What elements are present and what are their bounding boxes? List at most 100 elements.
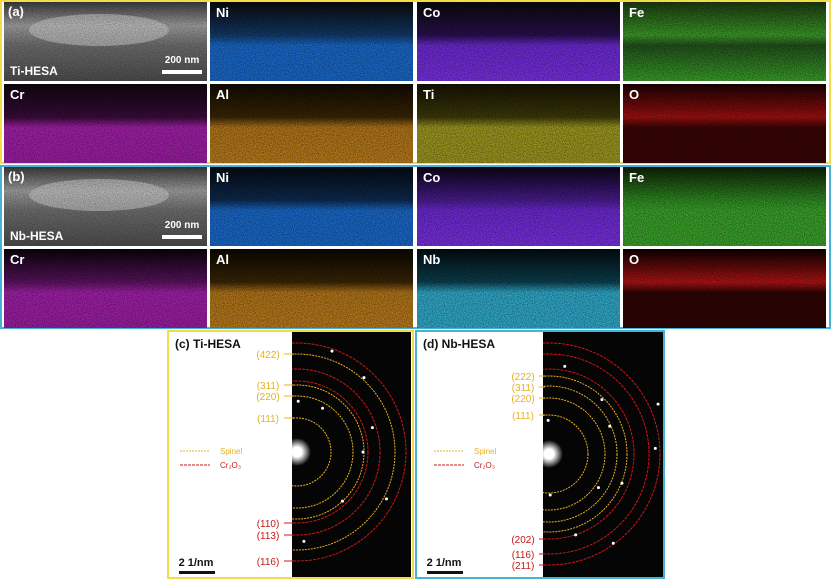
legend-label: Cr₂O₃	[474, 461, 495, 470]
spinel-ring	[543, 414, 589, 494]
panel-d-border	[415, 330, 665, 579]
diffraction-spot	[321, 406, 325, 410]
cr2o3-ring	[543, 368, 635, 540]
ring-label: (111)	[257, 414, 279, 425]
spinel-ring	[543, 375, 628, 533]
diffraction-spot	[653, 446, 657, 450]
panel-a-border	[0, 0, 831, 164]
texture	[210, 249, 413, 328]
legend-label: Spinel	[474, 447, 496, 456]
rings	[497, 342, 661, 566]
ring-label: (311)	[257, 381, 280, 392]
element-label: Nb	[423, 252, 440, 267]
ring-label: (220)	[511, 394, 534, 405]
texture	[417, 84, 620, 163]
sample-label: Ti-HESA	[10, 64, 58, 78]
texture	[210, 2, 413, 81]
diffraction-spot	[611, 541, 615, 545]
legend-label: Spinel	[220, 447, 242, 456]
spinel-ring	[292, 417, 332, 487]
scale-bar-label: 2 1/nm	[179, 557, 214, 569]
element-label: Cr	[10, 87, 24, 102]
ring-label: (211)	[512, 561, 535, 572]
central-beam	[292, 438, 311, 466]
element-label: Ni	[216, 5, 229, 20]
diffraction-spot	[574, 533, 578, 537]
element-label: Fe	[629, 5, 644, 20]
rings	[251, 342, 407, 562]
texture	[4, 249, 207, 328]
diffraction-spot	[283, 461, 286, 464]
diffraction-spot	[384, 497, 388, 501]
diffraction-spot	[546, 418, 550, 422]
scale-bar-label: 200 nm	[165, 220, 200, 231]
panel-c-border	[167, 330, 414, 579]
texture	[4, 84, 207, 163]
diffraction-spot	[596, 486, 600, 490]
scale-bar	[162, 235, 202, 239]
ring-label: (222)	[511, 372, 534, 383]
texture	[4, 2, 207, 81]
central-beam	[543, 440, 563, 468]
diffraction-spot	[370, 426, 374, 430]
diffraction-spot	[600, 398, 604, 402]
diffraction-spot	[523, 432, 526, 435]
ring-label: (110)	[257, 519, 280, 530]
sample-label: Nb-HESA	[10, 229, 64, 243]
diffraction-spot	[497, 479, 500, 482]
diffraction-spot	[330, 349, 334, 353]
spinel-ring	[543, 385, 618, 523]
ring-label: (422)	[256, 350, 279, 361]
scale-bar-label: 200 nm	[165, 55, 200, 66]
texture	[417, 249, 620, 328]
element-label: Al	[216, 252, 229, 267]
element-label: O	[629, 252, 639, 267]
ring-label: (113)	[257, 531, 280, 542]
diffraction-spot	[608, 424, 612, 428]
texture	[210, 167, 413, 246]
diffraction-spot	[302, 539, 306, 543]
diffraction-spot	[251, 416, 254, 419]
element-label: Ni	[216, 170, 229, 185]
element-label: O	[629, 87, 639, 102]
texture	[623, 167, 826, 246]
diffraction-spot	[340, 499, 344, 503]
diffraction-spot	[296, 399, 300, 403]
ring-label: (202)	[511, 535, 534, 546]
scale-bar	[162, 70, 202, 74]
cr2o3-ring	[543, 342, 661, 566]
panel-b-border	[0, 165, 831, 329]
texture	[623, 249, 826, 328]
texture	[623, 2, 826, 81]
spinel-ring	[292, 353, 396, 551]
ring-label: (220)	[256, 392, 279, 403]
element-label: Co	[423, 170, 440, 185]
cr2o3-ring	[292, 380, 369, 524]
element-label: Fe	[629, 170, 644, 185]
texture	[623, 84, 826, 163]
ring-label: (311)	[512, 383, 535, 394]
diffraction-pattern	[292, 332, 411, 577]
texture	[210, 84, 413, 163]
diffraction-pattern	[543, 332, 663, 577]
element-label: Al	[216, 87, 229, 102]
diffraction-spot	[279, 508, 282, 511]
cr2o3-ring	[292, 342, 407, 562]
element-label: Ti	[423, 87, 434, 102]
scale-bar	[179, 571, 215, 574]
panel-title: (c) Ti-HESA	[175, 337, 241, 351]
panel-label: (a)	[8, 4, 24, 19]
spinel-ring	[543, 397, 606, 511]
panel-title: (d) Nb-HESA	[423, 337, 495, 351]
spinel-ring	[292, 395, 354, 509]
diffraction-spot	[361, 450, 365, 454]
diffraction-spot	[281, 490, 284, 493]
diffraction-spot	[362, 376, 366, 380]
diffraction-spot	[548, 493, 552, 497]
panel-label: (b)	[8, 169, 25, 184]
cr2o3-ring	[543, 353, 650, 555]
diffraction-spot	[656, 402, 660, 406]
legend-label: Cr₂O₃	[220, 461, 241, 470]
diffraction-spot	[509, 440, 512, 443]
